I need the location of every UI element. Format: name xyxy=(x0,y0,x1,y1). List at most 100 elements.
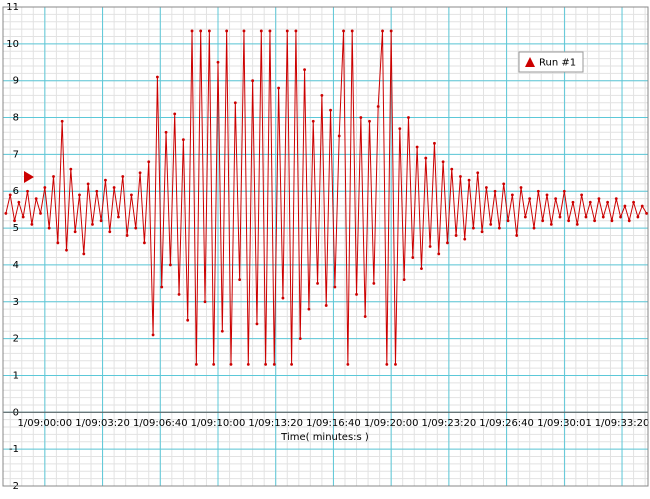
data-point xyxy=(311,119,315,123)
data-point xyxy=(329,108,332,112)
data-point xyxy=(164,130,168,134)
data-point xyxy=(346,363,350,366)
data-point xyxy=(567,219,571,223)
data-point xyxy=(342,29,345,33)
data-point xyxy=(640,204,644,208)
data-point xyxy=(43,186,47,189)
data-point xyxy=(82,252,86,256)
data-point xyxy=(593,219,597,223)
y-tick-label: 4 xyxy=(13,260,19,271)
data-point xyxy=(355,293,358,296)
x-tick-label: 1/09:00:00 xyxy=(18,418,73,429)
data-point xyxy=(523,215,527,219)
data-point xyxy=(463,237,467,241)
data-point xyxy=(558,215,562,219)
x-tick-label: 1/09:30:01 xyxy=(537,418,592,429)
data-point xyxy=(446,241,449,245)
data-point xyxy=(238,278,242,282)
data-point xyxy=(623,204,627,208)
data-point xyxy=(255,322,259,326)
data-point xyxy=(316,281,319,285)
data-point xyxy=(207,29,211,33)
data-point xyxy=(588,200,592,204)
data-point xyxy=(285,29,289,33)
data-point xyxy=(199,29,203,33)
data-point xyxy=(614,197,618,201)
data-point xyxy=(519,186,523,189)
data-point xyxy=(78,193,81,197)
data-point xyxy=(86,182,90,186)
data-point xyxy=(194,363,198,366)
y-tick-label: 3 xyxy=(13,297,19,308)
data-point xyxy=(480,230,484,234)
data-point xyxy=(415,145,419,149)
data-point xyxy=(17,200,21,204)
data-point xyxy=(433,141,436,145)
data-point xyxy=(472,226,475,230)
y-tick-label: 6 xyxy=(13,186,19,197)
data-point xyxy=(632,200,635,204)
data-point xyxy=(65,248,68,252)
data-point xyxy=(333,285,337,289)
data-point xyxy=(277,86,281,90)
data-point xyxy=(242,29,246,33)
y-tick-label: 9 xyxy=(13,76,19,87)
data-point xyxy=(359,116,363,119)
data-point xyxy=(601,215,605,219)
data-point xyxy=(575,222,579,226)
data-point xyxy=(125,234,129,237)
x-axis-title: Time( minutes:s ) xyxy=(280,432,369,443)
data-point xyxy=(290,363,293,366)
data-point xyxy=(216,60,220,64)
data-point xyxy=(151,333,155,337)
data-point xyxy=(264,363,268,366)
x-tick-label: 1/09:26:40 xyxy=(479,418,534,429)
data-point xyxy=(56,241,60,245)
x-tick-label: 1/09:03:20 xyxy=(75,418,130,429)
data-point xyxy=(420,267,423,271)
data-point xyxy=(47,226,51,230)
data-point xyxy=(246,363,250,366)
data-point xyxy=(60,119,64,123)
data-point xyxy=(303,68,306,72)
data-point xyxy=(584,215,588,219)
data-point xyxy=(562,189,566,193)
data-point xyxy=(307,307,311,311)
data-point xyxy=(168,263,172,267)
data-point xyxy=(177,293,181,296)
x-tick-label: 1/09:10:00 xyxy=(191,418,246,429)
data-point xyxy=(363,315,367,318)
data-point xyxy=(294,29,298,33)
data-point xyxy=(450,167,454,171)
data-point xyxy=(545,193,549,197)
data-point xyxy=(441,160,445,164)
data-point xyxy=(138,171,142,175)
data-point xyxy=(510,193,514,197)
data-point xyxy=(272,363,276,366)
data-point xyxy=(268,29,272,33)
data-point xyxy=(112,186,116,189)
y-tick-label: 5 xyxy=(13,223,19,234)
data-point xyxy=(73,230,77,234)
data-point xyxy=(515,234,519,237)
data-point xyxy=(52,175,55,178)
data-point xyxy=(143,241,146,245)
data-point xyxy=(645,211,648,215)
data-point xyxy=(627,219,631,223)
data-point xyxy=(424,156,428,160)
data-point xyxy=(381,29,384,33)
data-point xyxy=(203,300,207,304)
y-tick-label: 7 xyxy=(13,149,19,160)
x-tick-label: 1/09:06:40 xyxy=(133,418,188,429)
data-point xyxy=(212,363,216,366)
data-point xyxy=(155,75,159,79)
data-point xyxy=(13,219,16,223)
data-point xyxy=(121,175,125,178)
data-point xyxy=(95,189,99,193)
data-point xyxy=(636,215,640,219)
data-point xyxy=(117,215,120,219)
data-point xyxy=(402,278,406,282)
data-point xyxy=(493,189,497,193)
